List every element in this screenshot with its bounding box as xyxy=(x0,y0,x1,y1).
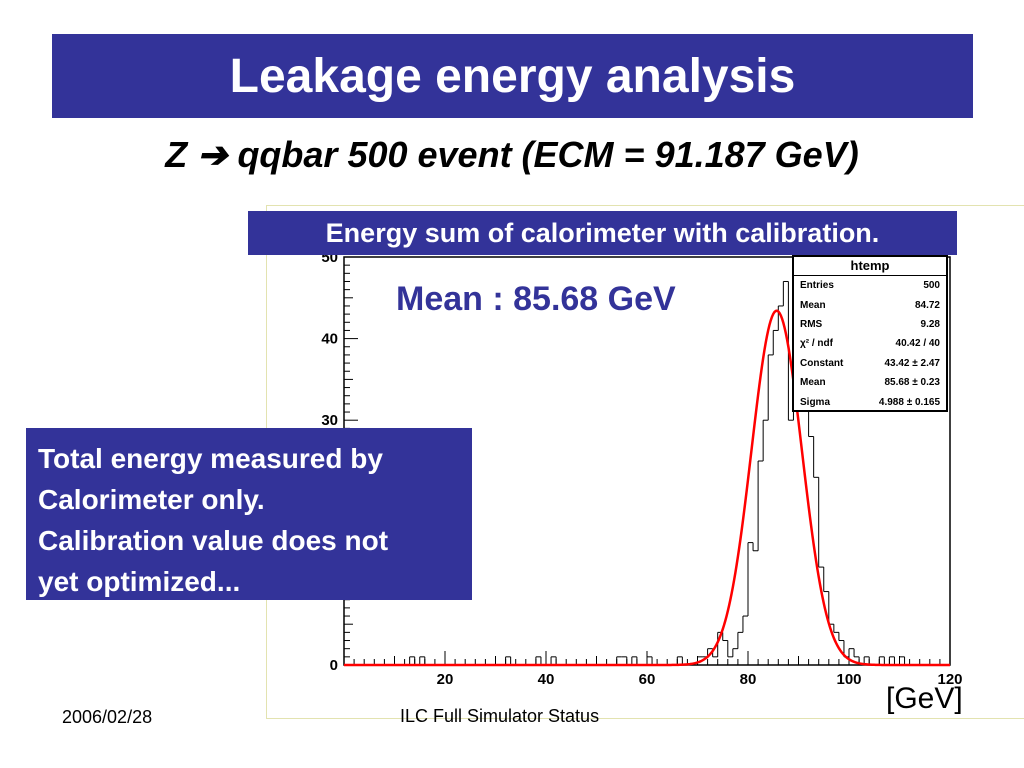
y-tick-label: 0 xyxy=(330,657,338,674)
stats-row: Constant 43.42 ± 2.47 xyxy=(794,354,946,373)
note-line: yet optimized... xyxy=(38,566,241,597)
note-box: Total energy measured by Calorimeter onl… xyxy=(26,428,472,600)
x-tick-label: 80 xyxy=(740,671,757,688)
stats-box: htemp Entries 500 Mean 84.72 RMS 9.28 χ² / ndf… xyxy=(792,255,948,412)
stats-label: RMS xyxy=(800,318,823,330)
stats-row: Entries 500 xyxy=(794,276,946,295)
stats-title: htemp xyxy=(794,257,946,276)
x-tick-label: 20 xyxy=(437,671,454,688)
stats-label: Mean xyxy=(800,377,826,389)
stats-label: Mean xyxy=(800,299,826,311)
y-tick-label: 30 xyxy=(321,412,338,429)
stats-value: 43.42 ± 2.47 xyxy=(884,357,940,369)
stats-label: Sigma xyxy=(800,396,831,408)
energy-banner: Energy sum of calorimeter with calibrati… xyxy=(248,211,957,255)
unit-label: [GeV] xyxy=(886,682,963,715)
stats-value: 4.988 ± 0.165 xyxy=(878,396,940,408)
mean-label: Mean : 85.68 GeV xyxy=(396,280,676,318)
stats-row: RMS 9.28 xyxy=(794,315,946,334)
slide-subtitle: Z ➔ qqbar 500 event (ECM = 91.187 GeV) xyxy=(165,134,859,175)
footer-title: ILC Full Simulator Status xyxy=(400,706,600,726)
x-tick-label: 60 xyxy=(639,671,656,688)
note-line: Calorimeter only. xyxy=(38,484,265,515)
note-line: Calibration value does not xyxy=(38,525,389,556)
stats-value: 40.42 / 40 xyxy=(895,338,940,350)
stats-label: χ² / ndf xyxy=(800,338,833,350)
stats-value: 84.72 xyxy=(914,299,940,311)
stats-label: Constant xyxy=(800,357,844,369)
footer-date: 2006/02/28 xyxy=(62,707,153,727)
stats-row: Sigma 4.988 ± 0.165 xyxy=(794,392,946,411)
slide-title: Leakage energy analysis xyxy=(52,34,973,118)
stats-value: 500 xyxy=(923,280,940,292)
stats-value: 9.28 xyxy=(920,318,940,330)
stats-label: Entries xyxy=(800,280,834,292)
note-line: Total energy measured by xyxy=(38,443,383,474)
x-tick-label: 120 xyxy=(937,671,962,688)
x-tick-label: 100 xyxy=(836,671,861,688)
stats-row: Mean 84.72 xyxy=(794,295,946,314)
stats-row: Mean 85.68 ± 0.23 xyxy=(794,373,946,392)
stats-row: χ² / ndf 40.42 / 40 xyxy=(794,334,946,353)
x-tick-label: 40 xyxy=(538,671,555,688)
gaussian-fit-curve xyxy=(344,309,950,667)
y-tick-label: 40 xyxy=(321,331,338,348)
stats-value: 85.68 ± 0.23 xyxy=(884,377,940,389)
